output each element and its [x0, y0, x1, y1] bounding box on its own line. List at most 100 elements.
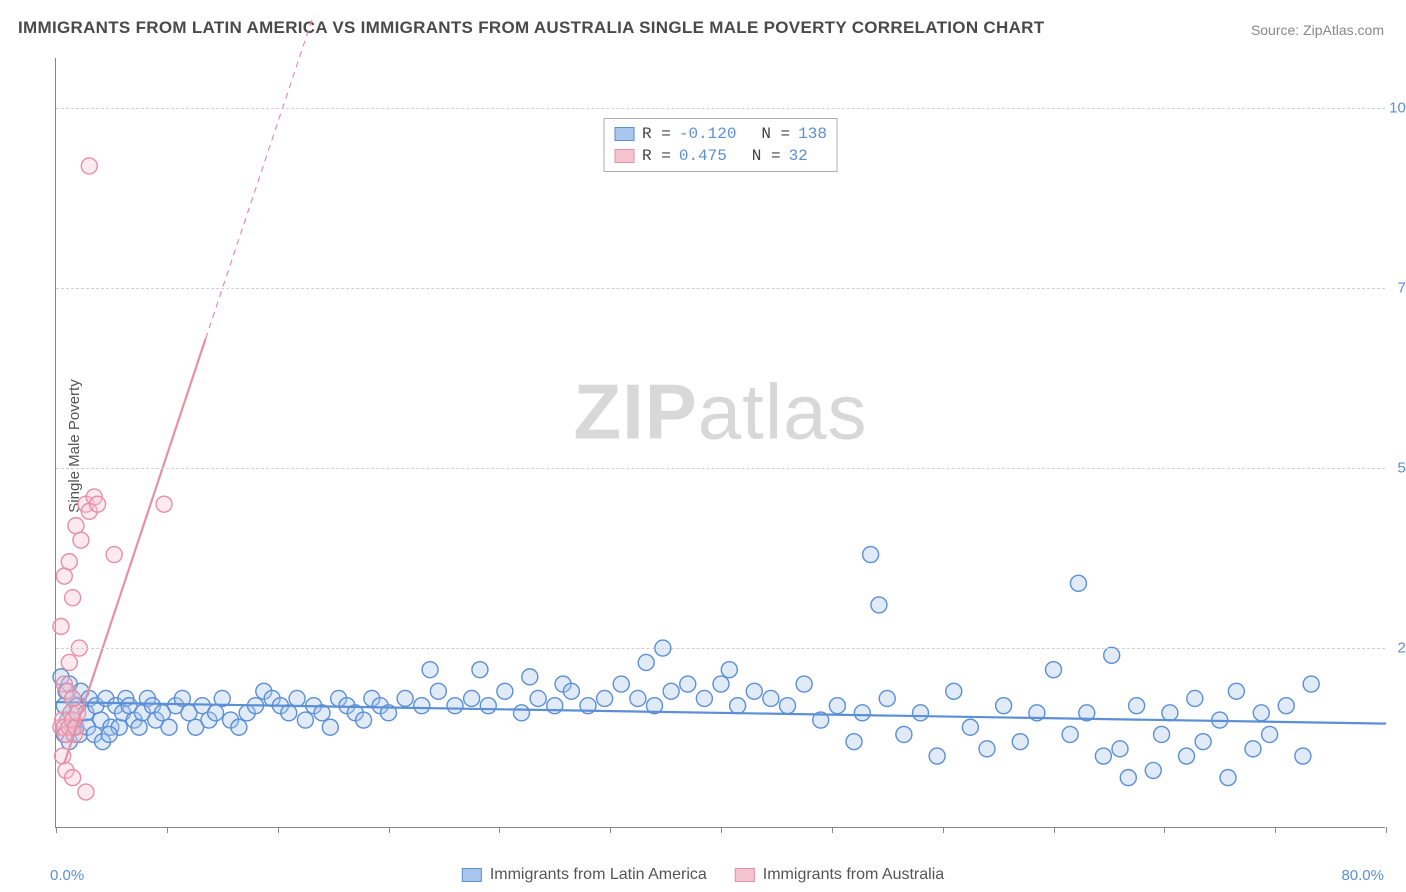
data-point [53, 619, 69, 635]
data-point [1253, 705, 1269, 721]
data-point [996, 698, 1012, 714]
x-tick [1386, 827, 1387, 833]
data-point [796, 676, 812, 692]
data-point [896, 726, 912, 742]
data-point [846, 734, 862, 750]
data-point [854, 705, 870, 721]
x-tick [721, 827, 722, 833]
data-point [156, 496, 172, 512]
data-point [61, 554, 77, 570]
n-label: N = [752, 145, 781, 167]
legend-swatch [614, 149, 634, 163]
data-point [522, 669, 538, 685]
data-point [1145, 762, 1161, 778]
data-point [1046, 662, 1062, 678]
data-point [1262, 726, 1278, 742]
x-tick [832, 827, 833, 833]
data-point [1129, 698, 1145, 714]
data-point [1070, 575, 1086, 591]
y-tick-label: 100.0% [1389, 100, 1406, 117]
data-point [763, 690, 779, 706]
y-tick-label: 50.0% [1397, 460, 1406, 477]
data-point [597, 690, 613, 706]
data-point [464, 690, 480, 706]
data-point [472, 662, 488, 678]
data-point [322, 719, 338, 735]
data-point [161, 719, 177, 735]
x-tick [610, 827, 611, 833]
data-point [713, 676, 729, 692]
r-value: -0.120 [679, 123, 737, 145]
data-point [1179, 748, 1195, 764]
data-point [1112, 741, 1128, 757]
legend-swatch [735, 868, 755, 882]
data-point [1062, 726, 1078, 742]
data-point [530, 690, 546, 706]
data-point [1162, 705, 1178, 721]
data-point [61, 654, 77, 670]
x-max-label: 80.0% [1341, 867, 1384, 884]
data-point [630, 690, 646, 706]
data-point [56, 568, 72, 584]
data-point [1295, 748, 1311, 764]
data-point [1154, 726, 1170, 742]
data-point [208, 705, 224, 721]
data-point [68, 518, 84, 534]
data-point [563, 683, 579, 699]
chart-container: IMMIGRANTS FROM LATIN AMERICA VS IMMIGRA… [0, 0, 1406, 892]
legend-swatch [614, 127, 634, 141]
data-point [90, 496, 106, 512]
x-tick [278, 827, 279, 833]
data-point [613, 676, 629, 692]
data-point [929, 748, 945, 764]
data-point [913, 705, 929, 721]
data-point [101, 726, 117, 742]
x-tick [1164, 827, 1165, 833]
x-tick [1275, 827, 1276, 833]
data-point [447, 698, 463, 714]
data-point [1228, 683, 1244, 699]
plot-area: ZIPatlas R =-0.120 N =138R = 0.475 N = 3… [55, 58, 1385, 828]
data-point [281, 705, 297, 721]
data-point [430, 683, 446, 699]
x-tick [56, 827, 57, 833]
data-point [65, 770, 81, 786]
data-point [1278, 698, 1294, 714]
data-point [497, 683, 513, 699]
data-point [979, 741, 995, 757]
y-tick-label: 75.0% [1397, 280, 1406, 297]
data-point [962, 719, 978, 735]
data-point [65, 690, 81, 706]
data-point [879, 690, 895, 706]
data-point [78, 784, 94, 800]
data-point [131, 719, 147, 735]
data-point [1187, 690, 1203, 706]
grid-line [56, 288, 1385, 289]
legend-item: Immigrants from Latin America [462, 866, 707, 884]
data-point [1220, 770, 1236, 786]
data-point [397, 690, 413, 706]
chart-title: IMMIGRANTS FROM LATIN AMERICA VS IMMIGRA… [18, 18, 1044, 38]
data-point [414, 698, 430, 714]
data-point [514, 705, 530, 721]
data-point [480, 698, 496, 714]
data-point [638, 654, 654, 670]
data-point [1120, 770, 1136, 786]
data-point [106, 547, 122, 563]
data-point [65, 590, 81, 606]
data-point [663, 683, 679, 699]
data-point [780, 698, 796, 714]
data-point [1303, 676, 1319, 692]
data-point [721, 662, 737, 678]
data-point [73, 532, 89, 548]
data-point [356, 712, 372, 728]
x-tick [167, 827, 168, 833]
x-min-label: 0.0% [50, 867, 84, 884]
data-point [863, 547, 879, 563]
r-value: 0.475 [679, 145, 727, 167]
data-point [696, 690, 712, 706]
y-tick-label: 25.0% [1397, 640, 1406, 657]
data-point [422, 662, 438, 678]
legend-label: Immigrants from Latin America [490, 866, 707, 884]
data-point [1245, 741, 1261, 757]
